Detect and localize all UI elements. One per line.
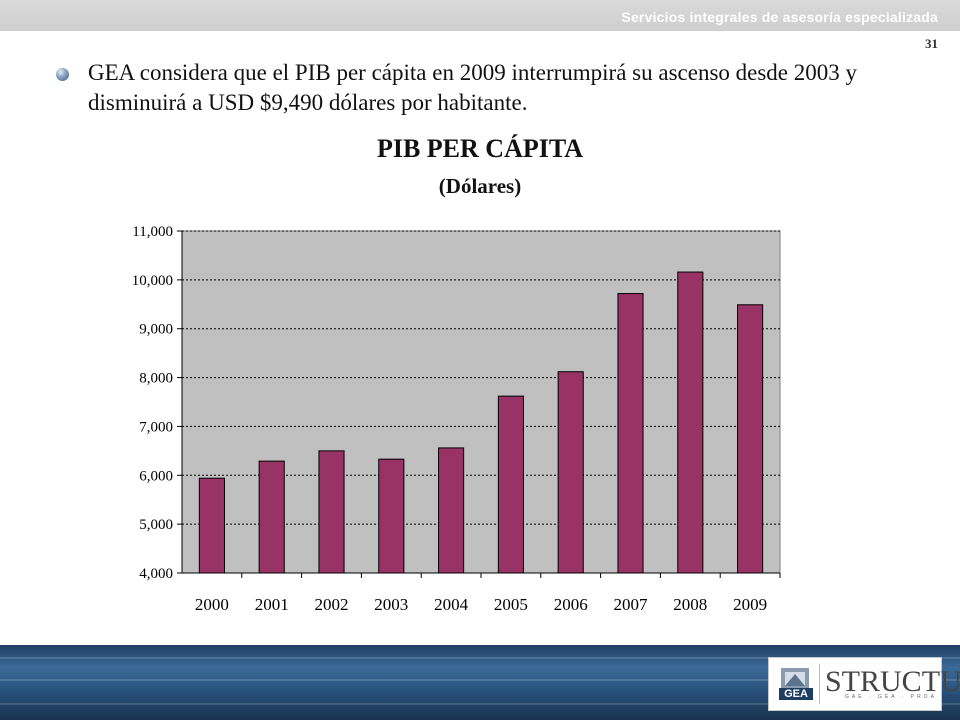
bar (198, 477, 225, 574)
bar-chart: 4,000 5,000 6,000 7,000 8,000 9,000 10,000 11,0… (132, 224, 781, 614)
footer-streak (0, 679, 960, 681)
x-tick-label: 2009 (733, 595, 767, 614)
bar (318, 450, 345, 574)
structura-logo-text: STRUCTURA (825, 665, 960, 698)
bullet-text: GEA considera que el PIB per cápita en 2… (88, 60, 858, 115)
y-tick-label: 5,000 (139, 517, 173, 533)
x-tick-label: 2002 (315, 595, 349, 614)
footer-streak (0, 703, 960, 705)
chart-title: PIB PER CÁPITA (376, 134, 584, 163)
bar (617, 293, 644, 574)
bar (438, 447, 465, 574)
header-tagline: Servicios integrales de asesoría especia… (621, 9, 938, 25)
y-tick-label: 7,000 (139, 419, 173, 435)
top-bar: Servicios integrales de asesoría especia… (0, 0, 960, 31)
gea-emblem-icon (781, 668, 809, 690)
y-tick-label: 9,000 (139, 322, 173, 338)
y-tick-label: 10,000 (132, 273, 173, 289)
bar (497, 395, 524, 574)
page-number: 31 (925, 36, 938, 51)
x-tick-label: 2006 (554, 595, 588, 614)
bar (557, 371, 584, 574)
bar (737, 304, 764, 574)
chart-subtitle: (Dólares) (438, 174, 522, 198)
x-tick-label: 2007 (614, 595, 649, 614)
x-tick-label: 2003 (374, 595, 408, 614)
x-tick-label: 2008 (673, 595, 707, 614)
logo-divider (819, 664, 820, 704)
y-tick-label: 8,000 (139, 371, 173, 387)
bullet-icon (56, 68, 69, 81)
x-tick-label: 2001 (255, 595, 289, 614)
bar (677, 271, 704, 574)
y-tick-label: 4,000 (139, 566, 173, 582)
gea-logo-text: GEA (779, 688, 813, 700)
x-tick-label: 2004 (434, 595, 469, 614)
x-tick-label: 2005 (494, 595, 528, 614)
y-tick-label: 11,000 (132, 224, 173, 240)
bar (378, 458, 405, 574)
structura-logo-subtext: GAE · GEA · PROA (845, 694, 937, 700)
company-logo: GEA STRUCTURA GAE · GEA · PROA (768, 657, 960, 711)
footer-streak (0, 657, 960, 659)
x-tick-label: 2000 (195, 595, 229, 614)
bar (258, 460, 285, 574)
y-tick-label: 6,000 (139, 468, 173, 484)
